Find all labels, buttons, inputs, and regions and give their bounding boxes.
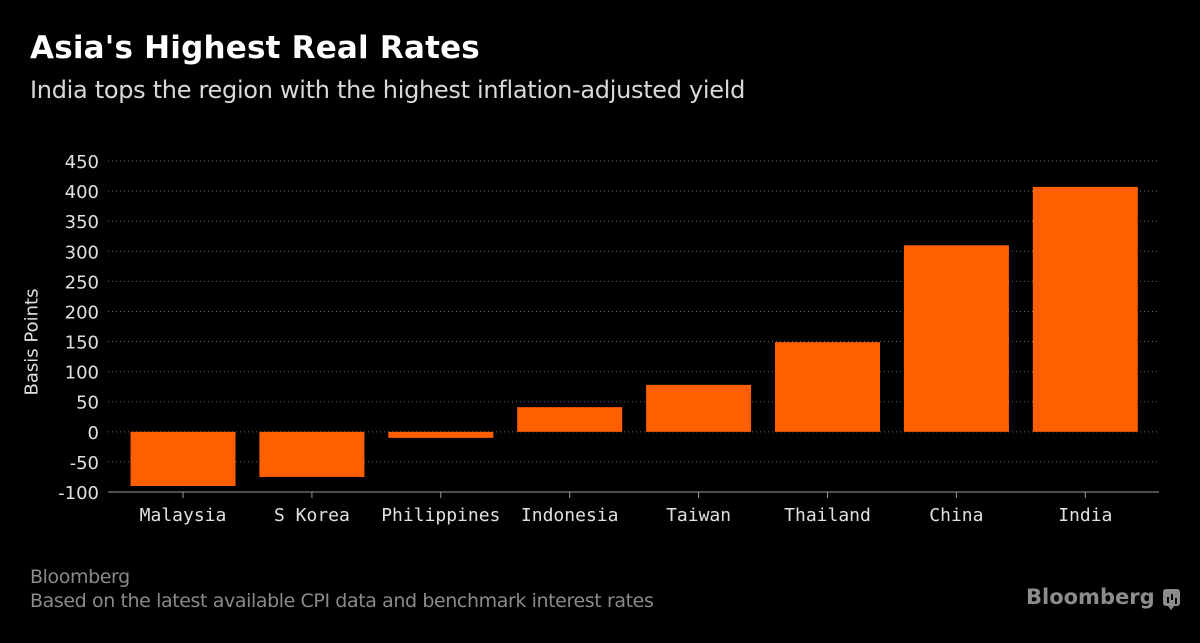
bloomberg-chart-icon (1162, 588, 1180, 610)
x-tick-label: India (1058, 505, 1112, 526)
x-tick-label: Indonesia (521, 505, 619, 526)
logo-text: Bloomberg (1026, 585, 1155, 609)
x-tick-labels: Malaysia S Korea Philippines Indonesia Taiwa… (140, 505, 1113, 526)
y-tick-label: 400 (65, 182, 99, 203)
x-axis (108, 491, 1159, 498)
bars (130, 186, 1138, 486)
y-tick-label: -50 (70, 453, 99, 474)
y-tick-label: 450 (65, 152, 99, 173)
bar-indonesia (517, 407, 623, 432)
y-tick-label: 100 (65, 363, 99, 384)
bar-thailand (775, 342, 880, 432)
bar-taiwan (646, 384, 752, 432)
bar-china (903, 245, 1009, 432)
bar-philippines (388, 431, 494, 438)
y-tick-label: 300 (65, 242, 99, 263)
bar-s-korea (259, 431, 365, 477)
y-tick-label: 200 (65, 302, 99, 323)
x-tick-label: S Korea (274, 505, 350, 526)
y-tick-label: 0 (88, 423, 99, 444)
x-tick-label: Thailand (784, 505, 871, 526)
y-tick-label: 250 (65, 272, 99, 293)
bar-india (1032, 186, 1138, 432)
y-tick-labels: 450 400 350 300 250 200 150 100 50 0 -50 -100 (58, 152, 99, 504)
y-tick-label: 350 (65, 212, 99, 233)
y-tick-label: 150 (65, 333, 99, 354)
bloomberg-logo: Bloomberg (1026, 585, 1180, 610)
bar-malaysia (130, 431, 236, 486)
x-tick-label: Malaysia (140, 505, 227, 526)
x-tick-label: Philippines (381, 505, 500, 526)
x-tick-label: Taiwan (666, 505, 731, 526)
y-tick-label: -100 (58, 483, 99, 504)
footnote: Based on the latest available CPI data a… (30, 590, 654, 612)
chart-title: Asia's Highest Real Rates (30, 30, 480, 66)
source-label: Bloomberg (30, 566, 130, 588)
y-tick-label: 50 (76, 393, 99, 414)
x-tick-label: China (929, 505, 983, 526)
chart-subtitle: India tops the region with the highest i… (30, 76, 746, 104)
